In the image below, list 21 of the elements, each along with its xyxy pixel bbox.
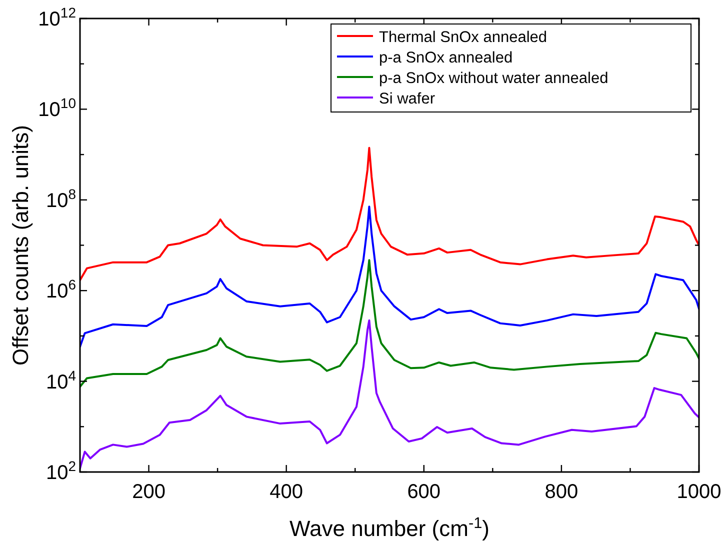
legend-label: p-a SnOx without water annealed [379, 70, 608, 87]
y-tick-label: 10$^{2}$ [46, 458, 76, 484]
x-tick-label: 600 [407, 481, 441, 503]
line-series [80, 319, 699, 470]
x-tick-label: 1000 [676, 481, 722, 503]
line-series [80, 206, 699, 348]
legend-label: p-a SnOx annealed [379, 50, 513, 66]
y-tick-label: 10$^{8}$ [46, 186, 76, 212]
y-tick-label: 10$^{4}$ [46, 367, 76, 394]
line-series [80, 146, 699, 282]
legend-label: Thermal SnOx annealed [379, 29, 548, 46]
x-tick-label: 200 [132, 481, 166, 503]
y-tick-label: 10$^{6}$ [46, 276, 76, 303]
x-tick-label: 800 [544, 481, 578, 503]
y-axis-title: Offset counts (arb. units) [8, 125, 33, 366]
x-axis-title: Wave number (cm$^{-1}$) [290, 514, 490, 541]
line-series [80, 259, 699, 388]
y-tick-label: 10$^{10}$ [38, 95, 76, 122]
legend-label: Si wafer [379, 90, 435, 108]
y-tick-label: 10$^{12}$ [38, 4, 76, 30]
x-tick-label: 400 [270, 481, 304, 503]
